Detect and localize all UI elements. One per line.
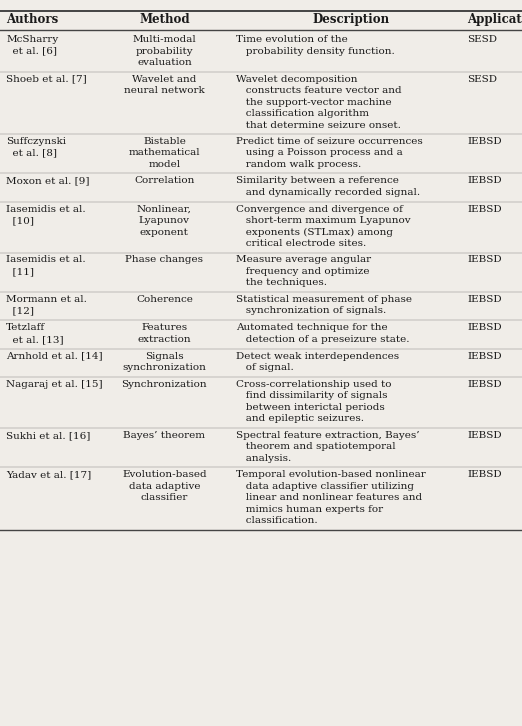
Text: Temporal evolution-based nonlinear
   data adaptive classifier utilizing
   line: Temporal evolution-based nonlinear data … [236,470,426,525]
Text: IEBSD: IEBSD [467,323,502,333]
Text: IEBSD: IEBSD [467,256,502,264]
Text: IEBSD: IEBSD [467,205,502,213]
Text: IEBSD: IEBSD [467,295,502,304]
Text: Signals
synchronization: Signals synchronization [123,351,206,372]
Text: Automated technique for the
   detection of a preseizure state.: Automated technique for the detection of… [236,323,409,344]
Text: Time evolution of the
   probability density function.: Time evolution of the probability densit… [236,35,395,56]
Text: Synchronization: Synchronization [122,380,207,389]
Text: Features
extraction: Features extraction [138,323,191,344]
Text: IEBSD: IEBSD [467,176,502,185]
Text: IEBSD: IEBSD [467,351,502,361]
Text: Iasemidis et al.
  [11]: Iasemidis et al. [11] [6,256,86,276]
Text: Authors: Authors [6,13,58,26]
Text: Sukhi et al. [16]: Sukhi et al. [16] [6,431,91,440]
Text: Cross-correlationship used to
   find dissimilarity of signals
   between interi: Cross-correlationship used to find dissi… [236,380,392,423]
Text: Correlation: Correlation [134,176,195,185]
Text: Suffczynski
  et al. [8]: Suffczynski et al. [8] [6,136,66,158]
Text: Wavelet and
neural network: Wavelet and neural network [124,75,205,95]
Text: Iasemidis et al.
  [10]: Iasemidis et al. [10] [6,205,86,225]
Text: IEBSD: IEBSD [467,470,502,479]
Text: Nagaraj et al. [15]: Nagaraj et al. [15] [6,380,103,389]
Text: Moxon et al. [9]: Moxon et al. [9] [6,176,90,185]
Text: McSharry
  et al. [6]: McSharry et al. [6] [6,35,58,56]
Text: IEBSD: IEBSD [467,380,502,389]
Text: Measure average angular
   frequency and optimize
   the techniques.: Measure average angular frequency and op… [236,256,371,287]
Text: Arnhold et al. [14]: Arnhold et al. [14] [6,351,103,361]
Text: Description: Description [312,13,389,26]
Text: Bayes’ theorem: Bayes’ theorem [123,431,206,440]
Text: Tetzlaff
  et al. [13]: Tetzlaff et al. [13] [6,323,64,344]
Text: Spectral feature extraction, Bayes’
   theorem and spatiotemporal
   analysis.: Spectral feature extraction, Bayes’ theo… [236,431,420,462]
Text: Coherence: Coherence [136,295,193,304]
Text: Yadav et al. [17]: Yadav et al. [17] [6,470,91,479]
Text: Evolution-based
data adaptive
classifier: Evolution-based data adaptive classifier [122,470,207,502]
Text: SESD: SESD [467,35,497,44]
Text: Method: Method [139,13,189,26]
Text: SESD: SESD [467,75,497,83]
Text: Similarity between a reference
   and dynamically recorded signal.: Similarity between a reference and dynam… [236,176,420,197]
Text: Predict time of seizure occurrences
   using a Poisson process and a
   random w: Predict time of seizure occurrences usin… [236,136,423,168]
Text: Nonlinear,
Lyapunov
exponent: Nonlinear, Lyapunov exponent [137,205,192,237]
Text: Bistable
mathematical
model: Bistable mathematical model [128,136,200,168]
Text: Detect weak interdependences
   of signal.: Detect weak interdependences of signal. [236,351,399,372]
Text: IEBSD: IEBSD [467,431,502,440]
Text: Convergence and divergence of
   short-term maximum Lyapunov
   exponents (STLma: Convergence and divergence of short-term… [236,205,411,248]
Text: Shoeb et al. [7]: Shoeb et al. [7] [6,75,87,83]
Text: Mormann et al.
  [12]: Mormann et al. [12] [6,295,87,316]
Text: Wavelet decomposition
   constructs feature vector and
   the support-vector mac: Wavelet decomposition constructs feature… [236,75,401,129]
Text: Phase changes: Phase changes [125,256,204,264]
Text: IEBSD: IEBSD [467,136,502,146]
Text: Statistical measurement of phase
   synchronization of signals.: Statistical measurement of phase synchro… [236,295,412,316]
Text: Application: Application [467,13,522,26]
Text: Multi-modal
probability
evaluation: Multi-modal probability evaluation [133,35,196,67]
